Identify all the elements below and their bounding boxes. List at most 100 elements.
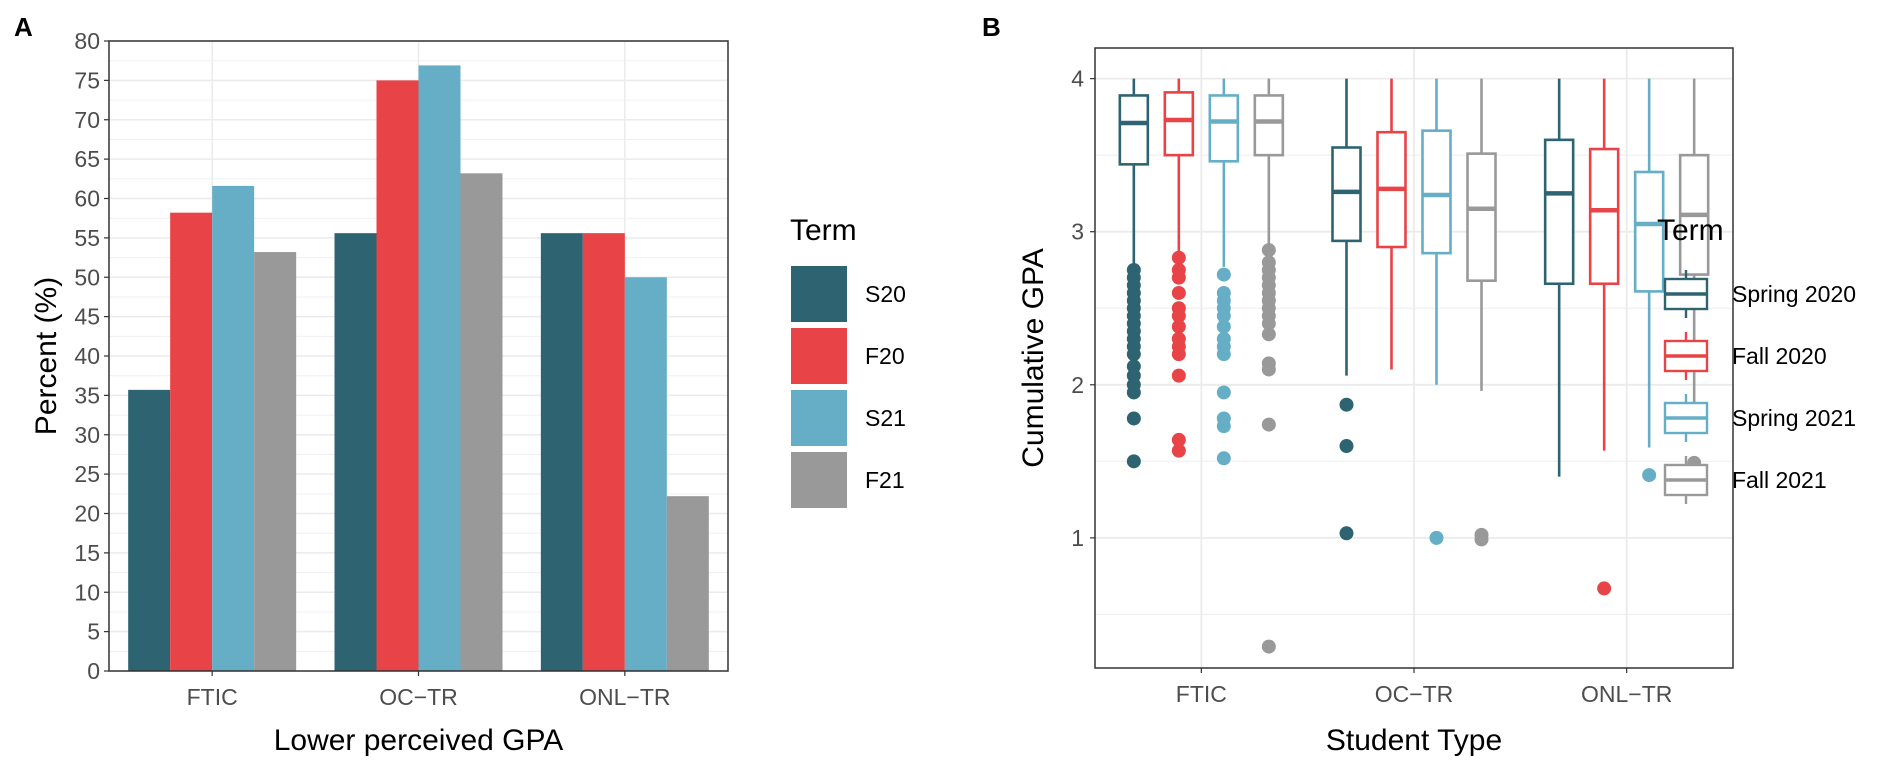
- y-tick-label: 0: [87, 658, 100, 684]
- box-plot-panel: 1 2 3 4 FTIC OC−TR ONL−TR Student Type Cumulativ…: [1017, 47, 1734, 757]
- legend-title: Term: [790, 214, 857, 247]
- outlier-point: [1339, 439, 1354, 454]
- outlier-point: [1216, 347, 1231, 362]
- bar: [418, 65, 461, 672]
- x-tick-label: ONL−TR: [579, 684, 670, 710]
- outlier-point: [1261, 362, 1276, 377]
- outlier-point: [1642, 468, 1657, 483]
- y-axis-title: Percent (%): [30, 277, 63, 435]
- outlier-point: [1126, 454, 1141, 469]
- box: [1208, 94, 1240, 163]
- outlier-point: [1126, 385, 1141, 400]
- outlier-point: [1171, 368, 1186, 383]
- y-tick-label: 5: [87, 619, 100, 645]
- bar: [212, 185, 255, 671]
- bar: [460, 173, 503, 672]
- y-tick-label: 60: [74, 186, 100, 212]
- x-tick-label: FTIC: [187, 684, 238, 710]
- box: [1421, 129, 1452, 255]
- y-tick-label: 20: [74, 501, 100, 527]
- box: [1543, 138, 1575, 286]
- outlier-point: [1126, 347, 1141, 362]
- legend-swatch: [791, 452, 847, 508]
- outlier-point: [1216, 451, 1231, 466]
- x-tick-label: FTIC: [1176, 681, 1227, 707]
- outlier-point: [1171, 443, 1186, 458]
- legend-label: S21: [865, 405, 906, 431]
- outlier-point: [1216, 385, 1231, 400]
- outlier-point: [1597, 581, 1612, 596]
- bar-chart-panel: 0 5 10 15 20 25 30 35 40 45 50 55 60 65 70 75 80 FTIC OC−T…: [30, 28, 729, 757]
- outlier-point: [1216, 319, 1231, 334]
- outlier-point: [1216, 308, 1231, 323]
- y-tick-label: 80: [74, 28, 100, 54]
- outlier-point: [1339, 526, 1354, 541]
- box: [1466, 152, 1497, 282]
- y-tick-label: 1: [1071, 525, 1084, 551]
- outlier-point: [1339, 397, 1354, 412]
- box: [1331, 146, 1362, 243]
- legend-title: Term: [1657, 214, 1724, 247]
- bar: [376, 80, 419, 671]
- bar: [170, 212, 213, 672]
- panel-a-label: A: [14, 12, 33, 42]
- outlier-point: [1171, 432, 1186, 447]
- y-tick-label: 65: [74, 146, 100, 172]
- y-tick-label: 3: [1071, 219, 1084, 245]
- box: [1118, 94, 1150, 166]
- outlier-point: [1261, 639, 1276, 654]
- outlier-point: [1126, 411, 1141, 426]
- x-axis-title: Student Type: [1326, 724, 1502, 757]
- legend-label: Fall 2020: [1732, 343, 1827, 369]
- legend-label: S20: [865, 281, 906, 307]
- bar: [582, 233, 625, 671]
- legend-label: Fall 2021: [1732, 467, 1827, 493]
- y-tick-label: 15: [74, 540, 100, 566]
- box: [1588, 147, 1620, 286]
- outlier-point: [1429, 530, 1444, 545]
- outlier-point: [1261, 243, 1276, 258]
- legend-label: F20: [865, 343, 905, 369]
- box: [1633, 170, 1665, 293]
- x-tick-label: OC−TR: [379, 684, 458, 710]
- box: [1253, 94, 1285, 157]
- outlier-point: [1216, 267, 1231, 282]
- legend-swatch: [791, 328, 847, 384]
- legend-label: Spring 2021: [1732, 405, 1856, 431]
- y-tick-label: 2: [1071, 372, 1084, 398]
- outlier-point: [1171, 270, 1186, 285]
- outlier-point: [1171, 347, 1186, 362]
- legend-swatch: [791, 266, 847, 322]
- outlier-point: [1261, 316, 1276, 331]
- outlier-point: [1261, 417, 1276, 432]
- legend-swatch: [791, 390, 847, 446]
- y-tick-label: 10: [74, 579, 100, 605]
- outlier-point: [1171, 285, 1186, 300]
- y-tick-label: 35: [74, 382, 100, 408]
- box-plot-legend: Term Spring 2020 Fall 2020 Spring 2021 Fall …: [1657, 214, 1856, 504]
- x-tick-label: ONL−TR: [1581, 681, 1672, 707]
- outlier-point: [1171, 308, 1186, 323]
- y-tick-label: 25: [74, 461, 100, 487]
- outlier-point: [1216, 419, 1231, 434]
- bar: [666, 496, 709, 671]
- x-axis-title: Lower perceived GPA: [274, 724, 564, 757]
- bar: [128, 389, 171, 671]
- legend-label: Spring 2020: [1732, 281, 1856, 307]
- y-tick-label: 55: [74, 225, 100, 251]
- y-axis-title: Cumulative GPA: [1017, 248, 1050, 468]
- outlier-point: [1171, 250, 1186, 265]
- panel-b-label: B: [982, 12, 1001, 42]
- bar: [624, 277, 667, 671]
- outlier-point: [1474, 532, 1489, 547]
- outlier-point: [1261, 327, 1276, 342]
- y-tick-label: 40: [74, 343, 100, 369]
- y-tick-label: 30: [74, 422, 100, 448]
- y-tick-label: 4: [1071, 66, 1084, 92]
- bar: [540, 233, 583, 671]
- y-tick-label: 45: [74, 304, 100, 330]
- bar: [254, 252, 297, 672]
- legend-label: F21: [865, 467, 905, 493]
- outlier-point: [1171, 319, 1186, 334]
